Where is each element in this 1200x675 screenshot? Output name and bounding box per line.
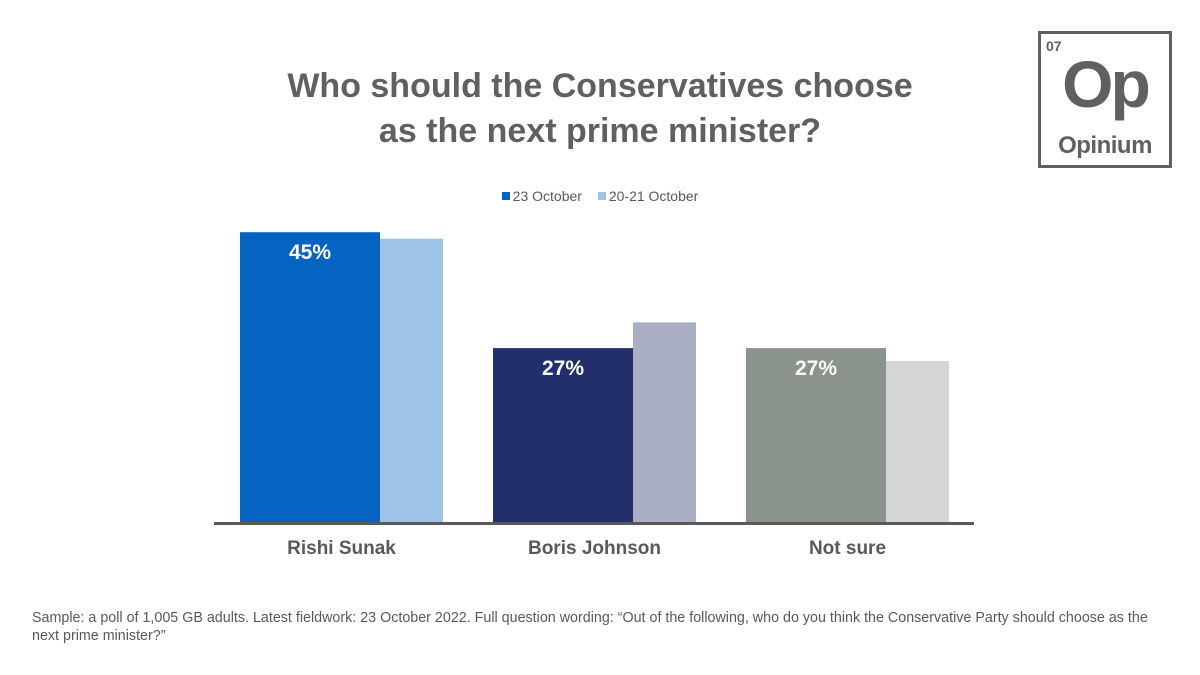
legend-swatch-previous [597,192,606,200]
data-label-1: 27% [542,357,584,380]
logo-mark: Op [1062,47,1151,121]
category-label-1: Boris Johnson [528,538,661,559]
legend-label-previous: 20-21 October [608,188,699,204]
legend-item-previous: 20-21 October [597,188,699,204]
legend-swatch-latest [501,192,510,200]
footnote: Sample: a poll of 1,005 GB adults. Lates… [32,610,1148,644]
logo-wordmark: Opinium [1058,132,1152,159]
chart-title-line-1: Who should the Conservatives choose [287,67,913,105]
chart-title: Who should the Conservatives choose as t… [200,64,1000,154]
legend-label-latest: 23 October [512,188,582,204]
bar-latest-1 [493,348,633,522]
logo-number: 07 [1046,38,1062,54]
chart-legend: 23 October 20-21 October [0,188,1200,204]
data-label-0: 45% [289,241,331,264]
opinium-logo: 07 Op Opinium [1038,31,1172,168]
bar-latest-2 [746,348,886,522]
chart-title-line-2: as the next prime minister? [378,112,822,150]
data-label-2: 27% [795,357,837,380]
category-label-2: Not sure [809,538,886,559]
bar-latest-0 [240,232,380,522]
bar-previous-2 [886,361,949,522]
category-label-0: Rishi Sunak [287,538,396,559]
bar-previous-1 [633,322,696,522]
bar-previous-0 [380,238,443,522]
legend-item-latest: 23 October [501,188,582,204]
bar-chart: 45% Rishi Sunak 27% Boris Johnson 27% Not sur… [214,232,974,559]
